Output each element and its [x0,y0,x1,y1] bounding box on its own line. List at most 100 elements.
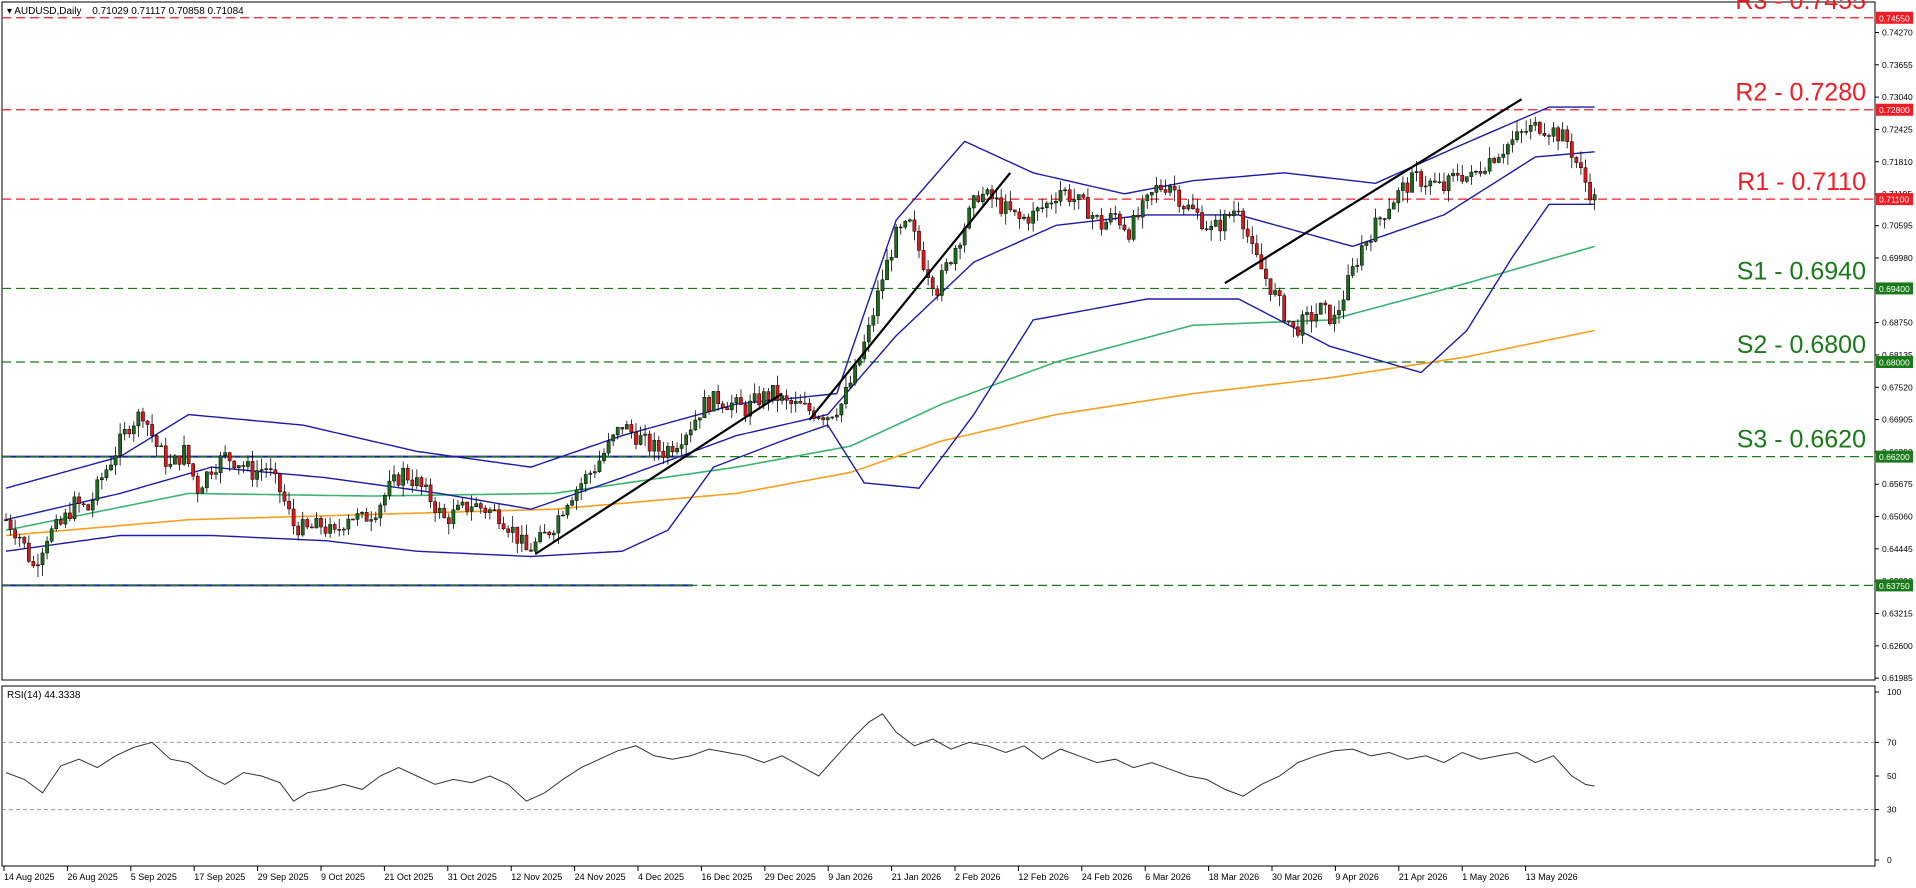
candle-body [1245,228,1250,237]
candle-body [159,445,164,448]
candle-body [346,518,351,530]
candle-body [1122,224,1127,231]
price-tick-label: 0.67520 [1882,382,1913,392]
candle-body [319,518,323,528]
candle-body [547,531,552,536]
candle-body [72,496,77,519]
candle-body [656,440,661,452]
candle-body [593,471,597,474]
candle-body [949,262,953,265]
candle-body [1113,213,1118,215]
candle-body [1104,221,1109,230]
candle-body [1286,320,1291,323]
candle-body [1533,122,1538,126]
candle-body [1250,236,1255,244]
candle-body [310,526,314,529]
candle-body [341,528,346,531]
candle-body [191,463,196,477]
time-tick-label: 5 Sep 2025 [131,872,177,882]
price-tick-label: 0.66905 [1882,415,1913,425]
candle-body [1031,210,1035,224]
candle-body [583,474,588,484]
time-tick-label: 30 Mar 2026 [1272,872,1323,882]
level-tag-s1 [1876,282,1913,295]
candle-body [127,429,132,435]
rsi-line [5,713,1595,802]
candle-body [1378,217,1382,220]
candle-body [688,429,693,436]
candle-body [611,434,615,442]
candle-body [1003,201,1008,214]
candle-body [1551,127,1556,137]
candle-body [364,512,369,522]
candle-body [1172,185,1177,191]
candle-body [876,290,880,316]
candle-body [903,220,908,228]
level-tag-r1 [1876,193,1913,206]
candle-body [36,564,40,567]
candle-body [1455,172,1460,176]
candle-body [4,519,8,521]
level-label-r3: R3 - 0.7455 [1735,0,1866,15]
candle-body [355,513,360,520]
candle-body [145,420,150,425]
candle-body [1223,213,1227,232]
candle-body [670,445,675,453]
candle-body [1163,189,1168,193]
candle-body [734,397,739,404]
candle-body [1460,175,1465,182]
time-tick-label: 29 Dec 2025 [765,872,816,882]
candle-body [1090,215,1095,219]
rsi-tick-label: 50 [1887,771,1897,781]
candle-body [853,364,857,384]
candle-body [478,503,483,509]
candle-body [602,452,606,462]
candle-body [1044,202,1049,209]
candle-body [451,509,456,524]
candle-body [647,433,652,452]
price-tick-label: 0.65060 [1882,512,1913,522]
candle-body [314,518,319,529]
candle-body [218,455,223,473]
candle-body [889,257,894,261]
price-pane[interactable]: R3 - 0.7455 R2 - 0.7280 R1 - 0.7110 S1 - 0.… [1,0,1876,681]
candle-body [1314,314,1319,322]
candle-body [1095,215,1099,217]
candle-body [556,515,561,534]
candle-body [515,526,520,544]
candle-body [95,479,100,501]
candle-body [661,450,666,458]
candle-body [953,248,958,265]
candle-body [227,452,232,462]
level-tags: 0.74550 0.72800 0.71100 0.69400 0.68000 0.662… [1876,11,1913,592]
time-tick-label: 16 Dec 2025 [701,872,752,882]
candle-body [958,244,962,249]
candle-body [1359,245,1364,266]
candle-body [401,468,406,486]
candle-body [1510,139,1515,145]
candle-body [1268,278,1273,295]
candle-body [373,517,378,520]
price-tick-label: 0.73040 [1882,92,1913,102]
candle-body [1410,172,1414,193]
candle-body [752,393,757,402]
rsi-axis: 100 70 50 30 0 [1875,687,1901,865]
candle-body [1524,131,1528,133]
candle-body [259,469,264,471]
candle-body [1017,211,1022,219]
candle-body [1200,212,1204,230]
candle-body [460,501,465,506]
candle-body [182,445,186,465]
candle-body [739,397,743,405]
candle-body [766,391,771,401]
price-tick-label: 0.61985 [1882,673,1913,683]
candle-body [1076,194,1081,200]
candle-body [529,549,533,552]
candle-body [1136,214,1140,218]
candle-body [17,536,22,539]
candle-body [1181,206,1186,210]
candle-body [1213,219,1218,227]
candle-body [54,519,59,530]
candle-body [866,324,871,343]
